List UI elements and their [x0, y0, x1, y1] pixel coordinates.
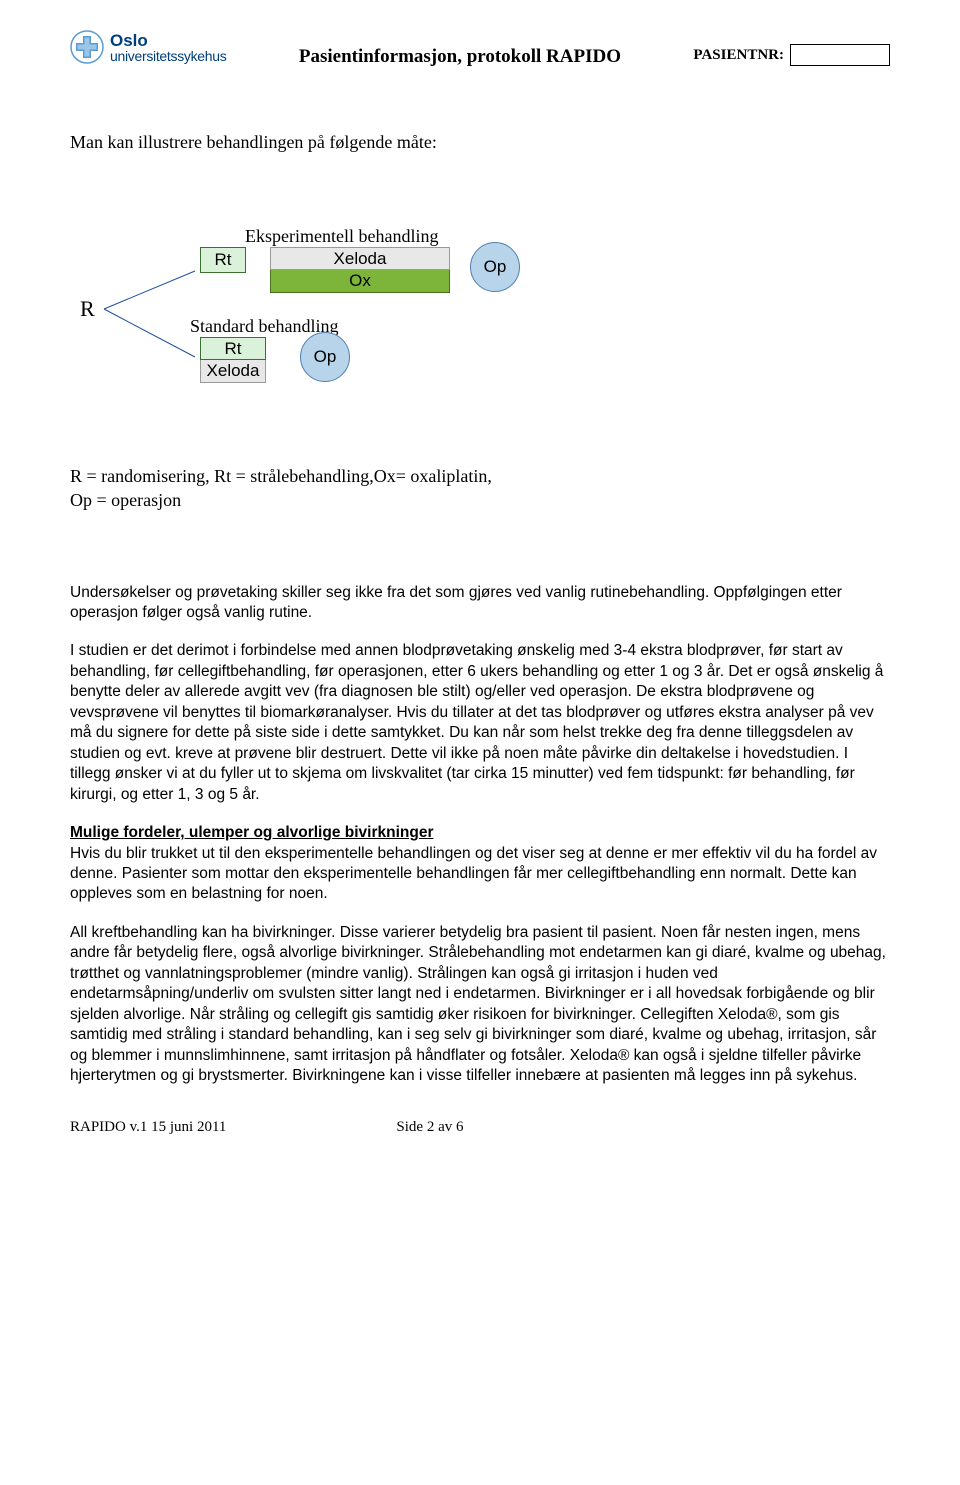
- footer-page-number: Side 2 av 6: [396, 1117, 463, 1137]
- paragraph-1: Undersøkelser og prøvetaking skiller seg…: [70, 583, 890, 624]
- intro-text: Man kan illustrere behandlingen på følge…: [70, 130, 890, 154]
- rt-box-experimental: Rt: [200, 247, 246, 273]
- op-circle-standard: Op: [300, 332, 350, 382]
- xeloda-ox-box: Xeloda Ox: [270, 247, 450, 293]
- legend-line1: R = randomisering, Rt = strålebehandling…: [70, 464, 890, 488]
- branch-lines-icon: [100, 269, 200, 369]
- experimental-label: Eksperimentell behandling: [245, 224, 438, 248]
- op-circle-experimental: Op: [470, 242, 520, 292]
- paragraph-4: All kreftbehandling kan ha bivirkninger.…: [70, 923, 890, 1087]
- footer-version: RAPIDO v.1 15 juni 2011: [70, 1117, 226, 1137]
- document-title: Pasientinformasjon, protokoll RAPIDO: [299, 30, 621, 70]
- paragraph-2: I studien er det derimot i forbindelse m…: [70, 641, 890, 805]
- logo-line2: universitetssykehus: [110, 49, 226, 63]
- legend-line2: Op = operasjon: [70, 488, 890, 512]
- rt-xeloda-box-standard: Rt Xeloda: [200, 337, 266, 383]
- patient-number-box: [790, 44, 890, 66]
- rt-label-std: Rt: [200, 337, 266, 360]
- diagram-legend: R = randomisering, Rt = strålebehandling…: [70, 464, 890, 513]
- paragraph-3: Hvis du blir trukket ut til den eksperim…: [70, 844, 890, 905]
- patient-number-field: PASIENTNR:: [693, 30, 890, 66]
- patient-number-label: PASIENTNR:: [693, 45, 784, 65]
- xeloda-label-exp: Xeloda: [270, 247, 450, 270]
- logo-cross-icon: [70, 30, 104, 64]
- ox-label: Ox: [270, 270, 450, 293]
- section-heading: Mulige fordeler, ulemper og alvorlige bi…: [70, 823, 890, 843]
- body-text: Undersøkelser og prøvetaking skiller seg…: [70, 583, 890, 1087]
- xeloda-label-std: Xeloda: [200, 360, 266, 383]
- page-footer: RAPIDO v.1 15 juni 2011 Side 2 av 6: [70, 1117, 890, 1137]
- diagram-R-label: R: [80, 294, 95, 324]
- treatment-diagram: R Eksperimentell behandling Rt Xeloda Ox…: [70, 194, 890, 434]
- page-header: Oslo universitetssykehus Pasientinformas…: [70, 30, 890, 70]
- hospital-logo: Oslo universitetssykehus: [70, 30, 226, 64]
- logo-line1: Oslo: [110, 32, 226, 49]
